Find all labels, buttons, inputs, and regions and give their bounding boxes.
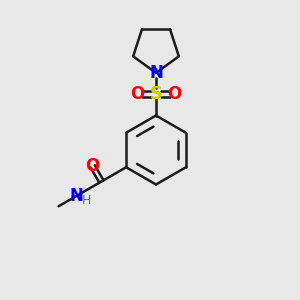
Text: N: N [149, 64, 163, 82]
Text: O: O [167, 85, 182, 103]
Text: N: N [70, 187, 84, 205]
Text: S: S [149, 85, 163, 103]
Text: O: O [130, 85, 145, 103]
Text: H: H [82, 194, 91, 207]
Text: O: O [85, 158, 100, 175]
